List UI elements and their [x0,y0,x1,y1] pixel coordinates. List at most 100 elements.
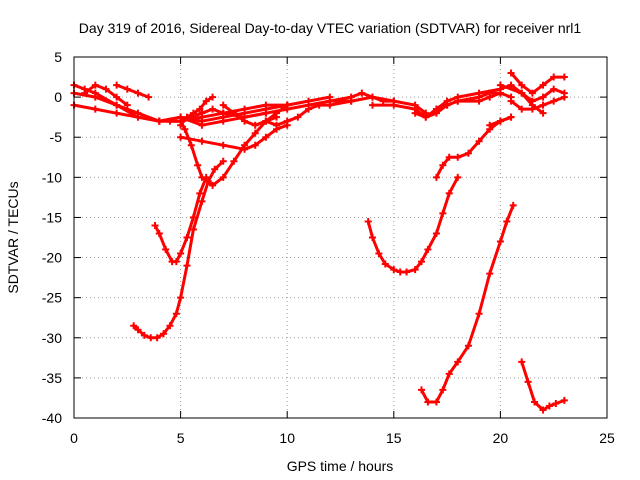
data-point [403,268,411,276]
data-point [439,209,447,217]
data-point [219,109,227,117]
tick-layer: 5 0 -5 -10 -15 -20 -25 -30 -35 -40 0 5 10 15 20 25 [42,49,615,446]
series-track-8 [177,113,281,189]
data-point [177,294,185,302]
data-point [507,69,515,77]
data-point [273,121,281,129]
y-tick-label: -35 [42,370,62,386]
data-point [134,109,142,117]
data-point [102,85,110,93]
data-point [91,93,99,101]
chart-title: Day 319 of 2016, Sidereal Day-to-day VTE… [79,20,582,36]
data-point [209,105,217,113]
data-point [294,113,302,121]
data-point [130,322,138,330]
data-point [445,153,453,161]
series-line [132,159,225,340]
data-point [486,89,494,97]
series-track-16 [507,93,568,113]
series-track-15 [432,89,504,113]
data-point [528,97,536,105]
data-point [209,93,217,101]
data-point [81,89,89,97]
data-point [518,89,526,97]
data-point [177,117,185,125]
data-point [454,358,462,366]
data-point [262,109,270,117]
series-track-18 [507,69,568,97]
data-point [560,89,568,97]
data-point [145,93,153,101]
data-point [166,117,174,125]
data-point [211,165,219,173]
data-point [539,406,547,414]
y-tick-label: 5 [54,49,62,65]
data-point [539,109,547,117]
data-point [219,141,227,149]
data-point [539,101,547,109]
data-point [162,246,170,254]
data-point [147,334,155,342]
series-line [366,175,460,274]
data-point [189,109,197,117]
y-tick-label: -15 [42,209,62,225]
data-point [475,137,483,145]
data-point [91,105,99,113]
data-point [528,105,536,113]
data-point [545,402,553,410]
data-point [368,93,376,101]
data-point [445,370,453,378]
data-point [560,396,568,404]
data-point [539,93,547,101]
data-point [390,101,398,109]
data-point [166,322,174,330]
data-point [550,97,558,105]
series-line [115,83,151,99]
series-track-4 [81,81,131,109]
data-point [113,81,121,89]
series-track-22 [364,173,462,276]
x-tick-label: 0 [70,430,78,446]
data-point [396,268,404,276]
series-track-25 [518,358,568,414]
data-point [475,310,483,318]
data-point [422,113,430,121]
data-point [219,173,227,181]
data-point [251,121,259,129]
data-point [531,398,539,406]
data-point [539,81,547,89]
data-point [418,386,426,394]
data-point [155,117,163,125]
data-point [486,125,494,133]
data-point [381,260,389,268]
series-track-7 [177,93,217,129]
data-point [198,197,206,205]
data-point [486,270,494,278]
data-point [305,105,313,113]
data-point [432,398,440,406]
data-point [172,258,180,266]
data-point [177,133,185,141]
series-track-21 [151,173,210,266]
data-point [241,117,249,125]
data-point [251,129,259,137]
series-track-9 [177,121,291,153]
data-point [283,101,291,109]
x-tick-label: 10 [279,430,295,446]
x-tick-label: 15 [386,430,402,446]
data-point [196,189,204,197]
data-point [552,400,560,408]
data-point [183,113,191,121]
data-point [251,141,259,149]
data-point [475,93,483,101]
data-point [326,97,334,105]
series-layer [70,69,568,414]
data-point [379,97,387,105]
data-point [439,386,447,394]
data-point [358,89,366,97]
data-point [219,157,227,165]
data-point [209,181,217,189]
data-point [443,101,451,109]
data-point [364,217,372,225]
data-point [454,97,462,105]
